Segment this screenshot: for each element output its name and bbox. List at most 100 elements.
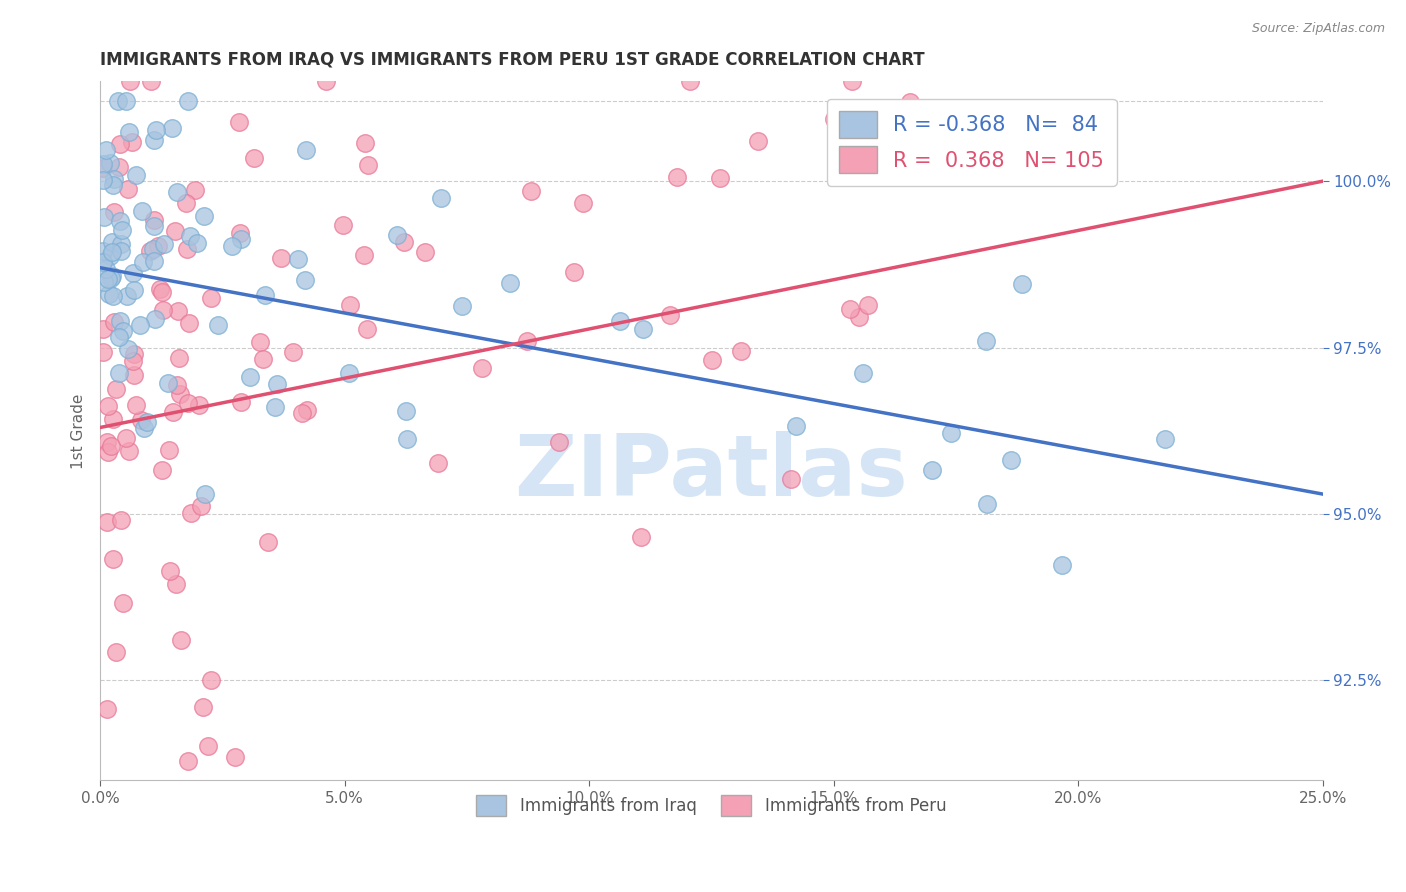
Point: [132, 255, 155, 269]
Point: [224, 750, 246, 764]
Point: [101, 412, 124, 426]
Point: [129, 318, 152, 332]
Point: [395, 404, 418, 418]
Point: [91, 157, 114, 171]
Point: [387, 228, 409, 243]
Point: [93, 276, 115, 290]
Point: [148, 238, 170, 252]
Point: [115, 289, 138, 303]
Point: [96, 515, 118, 529]
Point: [294, 144, 316, 158]
Point: [730, 344, 752, 359]
Point: [239, 369, 262, 384]
Point: [135, 416, 157, 430]
Point: [179, 229, 201, 244]
Point: [114, 431, 136, 445]
Point: [430, 191, 453, 205]
Point: [974, 334, 997, 349]
Point: [200, 673, 222, 687]
Point: [103, 315, 125, 329]
Point: [100, 439, 122, 453]
Point: [337, 367, 360, 381]
Point: [101, 268, 124, 283]
Point: [193, 209, 215, 223]
Point: [131, 204, 153, 219]
Point: [356, 321, 378, 335]
Legend: Immigrants from Iraq, Immigrants from Peru: Immigrants from Iraq, Immigrants from Pe…: [468, 787, 955, 824]
Point: [153, 237, 176, 252]
Point: [170, 633, 193, 648]
Point: [122, 284, 145, 298]
Point: [91, 345, 114, 359]
Point: [142, 213, 165, 227]
Point: [190, 499, 212, 513]
Point: [548, 435, 571, 450]
Point: [263, 400, 285, 414]
Point: [97, 272, 120, 286]
Point: [823, 112, 845, 127]
Point: [197, 739, 219, 754]
Point: [91, 322, 114, 336]
Point: [1000, 453, 1022, 467]
Point: [101, 551, 124, 566]
Point: [103, 289, 125, 303]
Point: [415, 244, 437, 259]
Point: [167, 351, 190, 366]
Point: [207, 318, 229, 333]
Point: [143, 219, 166, 234]
Point: [100, 271, 122, 285]
Point: [177, 396, 200, 410]
Point: [107, 95, 129, 109]
Point: [747, 135, 769, 149]
Point: [101, 245, 124, 260]
Point: [141, 74, 163, 88]
Point: [779, 472, 801, 486]
Point: [221, 239, 243, 253]
Point: [848, 310, 870, 324]
Point: [118, 125, 141, 139]
Point: [357, 158, 380, 172]
Point: [96, 702, 118, 716]
Point: [97, 444, 120, 458]
Point: [143, 311, 166, 326]
Point: [921, 462, 943, 476]
Point: [200, 291, 222, 305]
Point: [139, 244, 162, 259]
Point: [499, 276, 522, 290]
Point: [93, 210, 115, 224]
Point: [97, 287, 120, 301]
Point: [101, 178, 124, 192]
Point: [471, 360, 494, 375]
Point: [914, 135, 936, 149]
Point: [176, 195, 198, 210]
Point: [152, 302, 174, 317]
Point: [121, 354, 143, 368]
Point: [120, 74, 142, 88]
Point: [159, 564, 181, 578]
Point: [165, 576, 187, 591]
Text: ZIPatlas: ZIPatlas: [515, 431, 908, 515]
Point: [166, 377, 188, 392]
Point: [129, 413, 152, 427]
Point: [94, 143, 117, 157]
Point: [332, 218, 354, 232]
Point: [253, 288, 276, 302]
Point: [165, 224, 187, 238]
Point: [976, 497, 998, 511]
Point: [283, 344, 305, 359]
Point: [122, 347, 145, 361]
Point: [1011, 277, 1033, 292]
Point: [658, 308, 681, 322]
Point: [103, 205, 125, 219]
Point: [132, 421, 155, 435]
Point: [107, 366, 129, 380]
Point: [257, 535, 280, 549]
Point: [291, 406, 314, 420]
Point: [572, 195, 595, 210]
Point: [96, 262, 118, 277]
Point: [150, 285, 173, 300]
Point: [1050, 558, 1073, 572]
Text: IMMIGRANTS FROM IRAQ VS IMMIGRANTS FROM PERU 1ST GRADE CORRELATION CHART: IMMIGRANTS FROM IRAQ VS IMMIGRANTS FROM …: [100, 51, 925, 69]
Point: [117, 342, 139, 356]
Point: [353, 247, 375, 261]
